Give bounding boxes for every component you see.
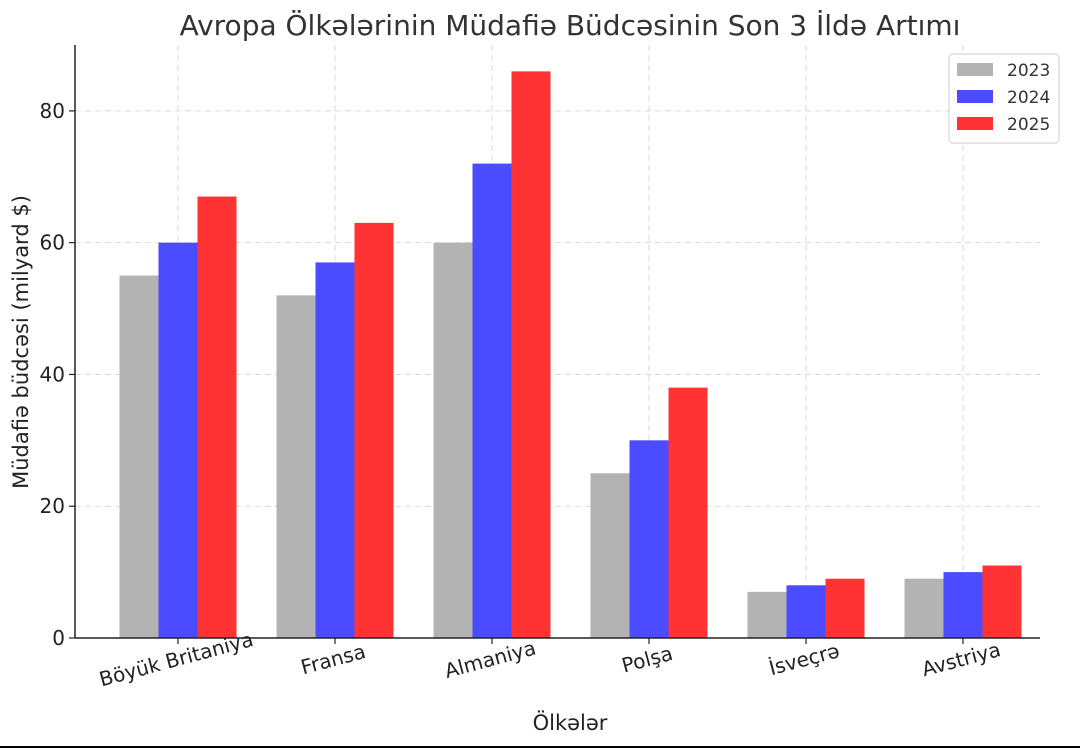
bar-2023-0 — [119, 275, 159, 638]
chart-title: Avropa Ölkələrinin Müdafiə Büdcəsinin So… — [180, 8, 961, 42]
legend-label-2024: 2024 — [1007, 88, 1050, 108]
bar-2025-3 — [668, 387, 708, 638]
x-tick-label: Polşa — [619, 641, 675, 678]
y-ticks: 0 20 40 60 80 — [40, 99, 75, 650]
x-tick-label: Fransa — [298, 639, 368, 679]
legend-label-2023: 2023 — [1007, 61, 1050, 81]
x-tick-label: İsveçrə — [766, 638, 842, 680]
y-tick-label: 0 — [52, 626, 65, 650]
bar-2024-5 — [943, 572, 983, 638]
y-tick-label: 40 — [40, 362, 65, 386]
bar-2025-5 — [982, 565, 1022, 638]
legend: 2023 2024 2025 — [948, 53, 1060, 144]
bar-2023-4 — [747, 591, 787, 638]
bar-2025-0 — [197, 196, 237, 639]
bar-2025-4 — [825, 578, 865, 638]
bar-2025-2 — [511, 71, 551, 639]
bottom-border — [0, 746, 1080, 748]
bar-2023-1 — [276, 295, 316, 638]
bar-2024-3 — [629, 440, 669, 638]
axes — [74, 45, 1040, 639]
bar-2023-3 — [590, 473, 630, 638]
x-tick-label: Almaniya — [442, 636, 538, 683]
bars — [119, 71, 1022, 639]
bar-2024-2 — [472, 163, 512, 638]
bar-2023-5 — [904, 578, 944, 638]
y-tick-label: 20 — [40, 494, 65, 518]
legend-label-2025: 2025 — [1007, 115, 1050, 135]
x-tick-label: Avstriya — [919, 637, 1003, 681]
legend-swatch-2025 — [957, 117, 993, 130]
bar-2024-1 — [315, 262, 355, 638]
y-tick-label: 60 — [40, 231, 65, 255]
x-axis-label: Ölkələr — [533, 710, 608, 735]
bar-2025-1 — [354, 222, 394, 638]
bar-2023-2 — [433, 242, 473, 638]
bar-2024-0 — [158, 242, 198, 638]
legend-swatch-2024 — [957, 90, 993, 103]
legend-swatch-2023 — [957, 63, 993, 76]
y-axis-label: Müdafiə büdcəsi (milyard $) — [9, 195, 33, 489]
y-tick-label: 80 — [40, 99, 65, 123]
bar-2024-4 — [786, 585, 826, 638]
